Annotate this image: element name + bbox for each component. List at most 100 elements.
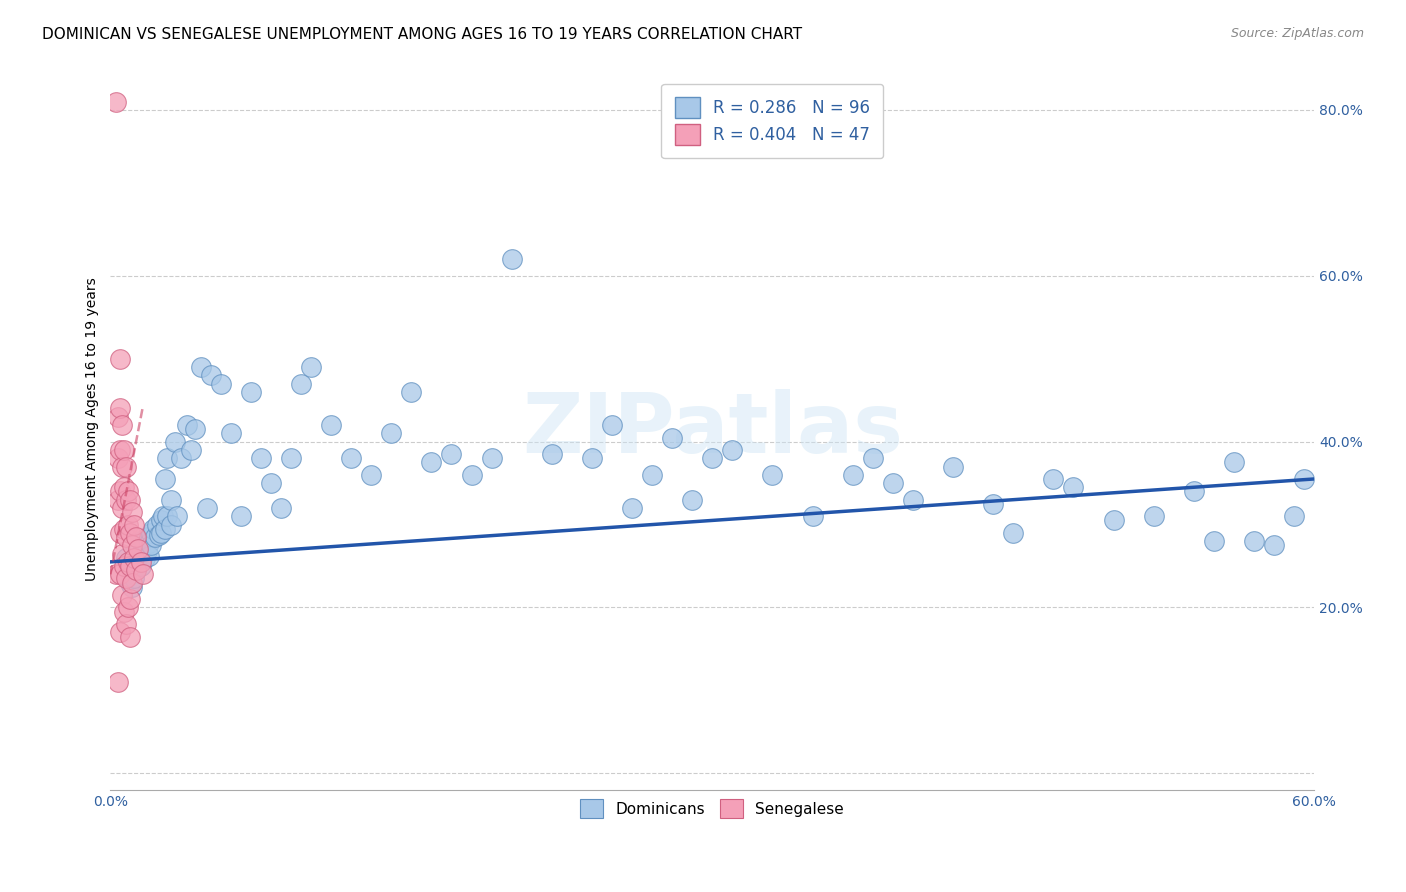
Point	[120, 555, 142, 569]
Point	[270, 500, 292, 515]
Point	[981, 497, 1004, 511]
Point	[681, 492, 703, 507]
Point	[1062, 480, 1084, 494]
Point	[121, 580, 143, 594]
Point	[401, 384, 423, 399]
Point	[360, 467, 382, 482]
Point	[114, 480, 136, 494]
Point	[115, 459, 138, 474]
Point	[155, 509, 177, 524]
Point	[115, 550, 138, 565]
Point	[114, 522, 136, 536]
Point	[148, 527, 170, 541]
Point	[124, 572, 146, 586]
Point	[120, 592, 142, 607]
Point	[1182, 484, 1205, 499]
Point	[111, 418, 134, 433]
Point	[105, 95, 128, 109]
Point	[120, 525, 142, 540]
Point	[134, 550, 156, 565]
Point	[120, 559, 142, 574]
Point	[1002, 525, 1025, 540]
Point	[111, 459, 134, 474]
Point	[862, 451, 884, 466]
Point	[124, 517, 146, 532]
Point	[124, 559, 146, 574]
Point	[117, 484, 139, 499]
Point	[138, 549, 160, 563]
Point	[159, 517, 181, 532]
Point	[114, 605, 136, 619]
Point	[121, 505, 143, 519]
Point	[111, 588, 134, 602]
Point	[219, 426, 242, 441]
Point	[440, 447, 463, 461]
Point	[260, 476, 283, 491]
Point	[209, 376, 232, 391]
Point	[761, 467, 783, 482]
Point	[124, 550, 146, 565]
Point	[107, 409, 129, 424]
Point	[420, 455, 443, 469]
Point	[1263, 538, 1285, 552]
Point	[138, 536, 160, 550]
Point	[229, 509, 252, 524]
Point	[641, 467, 664, 482]
Point	[107, 492, 129, 507]
Point	[125, 563, 148, 577]
Point	[121, 575, 143, 590]
Point	[1143, 509, 1166, 524]
Point	[901, 492, 924, 507]
Point	[131, 567, 153, 582]
Point	[131, 549, 153, 563]
Point	[176, 418, 198, 433]
Point	[128, 542, 150, 557]
Point	[134, 538, 156, 552]
Point	[1294, 472, 1316, 486]
Point	[120, 575, 142, 590]
Point	[801, 509, 824, 524]
Point	[115, 530, 138, 544]
Point	[290, 376, 312, 391]
Point	[125, 563, 148, 577]
Point	[111, 500, 134, 515]
Point	[299, 359, 322, 374]
Point	[882, 476, 904, 491]
Point	[149, 513, 172, 527]
Point	[110, 567, 132, 582]
Point	[125, 530, 148, 544]
Point	[110, 351, 132, 366]
Point	[155, 451, 177, 466]
Point	[149, 525, 172, 540]
Point	[111, 547, 134, 561]
Point	[121, 538, 143, 552]
Point	[139, 525, 162, 540]
Point	[128, 542, 150, 557]
Point	[1243, 534, 1265, 549]
Point	[120, 492, 142, 507]
Point	[1223, 455, 1246, 469]
Point	[129, 559, 152, 574]
Point	[141, 522, 163, 536]
Point	[117, 600, 139, 615]
Point	[159, 492, 181, 507]
Point	[460, 467, 482, 482]
Point	[481, 451, 503, 466]
Point	[581, 451, 603, 466]
Legend: Dominicans, Senegalese: Dominicans, Senegalese	[572, 791, 852, 826]
Point	[200, 368, 222, 383]
Point	[163, 434, 186, 449]
Point	[621, 500, 644, 515]
Point	[115, 492, 138, 507]
Point	[128, 555, 150, 569]
Point	[600, 418, 623, 433]
Point	[540, 447, 562, 461]
Point	[110, 442, 132, 457]
Point	[135, 544, 157, 558]
Point	[195, 500, 218, 515]
Point	[169, 451, 191, 466]
Point	[114, 559, 136, 574]
Point	[190, 359, 212, 374]
Text: ZIPatlas: ZIPatlas	[522, 389, 903, 470]
Point	[129, 555, 152, 569]
